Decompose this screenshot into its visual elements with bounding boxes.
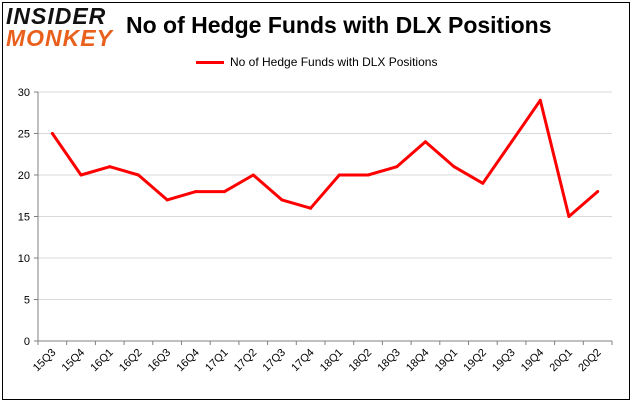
logo-text-monkey: MONKEY xyxy=(6,25,113,51)
axes xyxy=(34,91,613,345)
data-point xyxy=(567,215,571,218)
legend-label: No of Hedge Funds with DLX Positions xyxy=(230,55,438,69)
x-tick-label: 20Q2 xyxy=(576,347,604,375)
y-tick-label: 20 xyxy=(18,170,30,182)
series-line-0 xyxy=(50,98,600,218)
series-line-layer xyxy=(50,98,600,218)
data-point xyxy=(251,173,255,177)
y-tick-label: 10 xyxy=(18,253,30,265)
x-tick-label: 16Q1 xyxy=(88,347,116,375)
x-tick-label: 16Q2 xyxy=(117,347,145,375)
y-tick-label: 15 xyxy=(18,212,30,224)
chart-title: No of Hedge Funds with DLX Positions xyxy=(126,12,552,38)
data-point xyxy=(50,132,54,135)
data-point xyxy=(481,181,485,185)
data-point xyxy=(309,206,313,210)
x-tick-label: 17Q4 xyxy=(289,347,317,375)
y-tick-label: 30 xyxy=(18,87,30,99)
chart-legend: No of Hedge Funds with DLX Positions xyxy=(196,54,437,70)
x-tick-label: 19Q1 xyxy=(433,347,461,375)
y-tick-labels: 0 5 10 15 20 25 30 xyxy=(18,87,30,348)
data-point xyxy=(280,198,284,202)
x-tick-label: 18Q1 xyxy=(318,347,346,375)
x-tick-label: 20Q1 xyxy=(548,347,576,375)
x-tick-label: 17Q3 xyxy=(261,347,289,375)
x-tick-label: 17Q1 xyxy=(203,347,231,375)
x-tick-label: 18Q4 xyxy=(404,347,432,375)
data-point xyxy=(510,140,514,144)
data-point xyxy=(366,173,370,177)
y-tick-label: 0 xyxy=(24,336,30,348)
x-tick-label: 16Q4 xyxy=(174,347,202,375)
data-point xyxy=(108,165,112,169)
data-point xyxy=(423,140,427,144)
x-tick-label: 18Q3 xyxy=(375,347,403,375)
x-tick-label: 19Q2 xyxy=(461,347,489,375)
insider-monkey-logo: INSIDER MONKEY xyxy=(6,4,118,50)
data-point xyxy=(395,165,399,169)
y-tick-label: 5 xyxy=(24,295,30,307)
grid-lines xyxy=(38,91,612,300)
data-point xyxy=(452,165,456,169)
x-tick-labels: 15Q3 15Q4 16Q1 16Q2 16Q3 16Q4 17Q1 17Q2 17Q3 17Q4… xyxy=(31,347,604,375)
x-tick-label: 19Q3 xyxy=(490,347,518,375)
x-tick-label: 15Q3 xyxy=(31,347,59,375)
logo-text-insider: INSIDER xyxy=(6,3,107,29)
data-point xyxy=(165,198,169,202)
data-point xyxy=(136,173,140,177)
legend-swatch xyxy=(196,60,224,64)
y-tick-label: 25 xyxy=(18,129,30,141)
x-tick-label: 16Q3 xyxy=(146,347,174,375)
data-point xyxy=(538,98,542,102)
data-point xyxy=(596,190,600,194)
x-tick-label: 17Q2 xyxy=(232,347,260,375)
data-point xyxy=(337,173,341,177)
data-point xyxy=(194,190,198,194)
x-tick-label: 19Q4 xyxy=(519,347,547,375)
x-tick-label: 18Q2 xyxy=(347,347,375,375)
data-point xyxy=(79,173,83,177)
data-point xyxy=(223,190,227,194)
x-tick-label: 15Q4 xyxy=(60,347,88,375)
